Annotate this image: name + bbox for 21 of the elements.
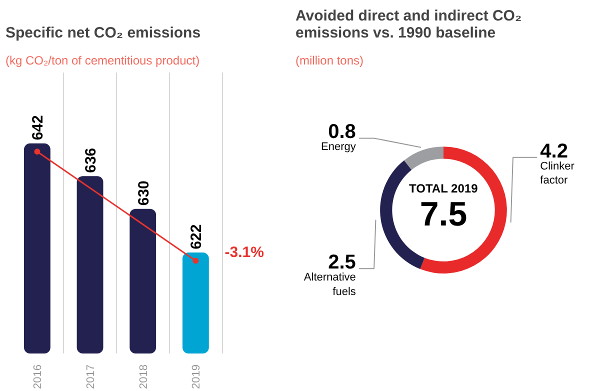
x-tick-label: 2017 — [85, 364, 98, 389]
x-tick-label: 2019 — [190, 364, 203, 389]
data-label: 4.2 — [540, 140, 568, 162]
text: TOTAL 2019 — [409, 181, 478, 196]
data-label: 622 — [188, 224, 206, 250]
annotation: -3.1% — [224, 244, 264, 262]
text: 7.5 — [420, 195, 468, 234]
data-label: 0.8 — [328, 121, 356, 144]
chart-title: Avoided direct and indirect CO₂ emissions vs. 1990 baseline — [296, 8, 522, 42]
data-label: 642 — [30, 115, 47, 140]
x-tick-label: 2018 — [138, 364, 150, 389]
x-tick-label: 2016 — [32, 364, 44, 389]
data-label: 636 — [82, 148, 100, 173]
slice-label: Clinker factor — [540, 160, 575, 187]
chart-subtitle: (kg CO₂/ton of cementitious product) — [6, 54, 200, 68]
data-label: 2.5 — [328, 252, 356, 274]
chart-title: Specific net CO₂ emissions — [6, 24, 201, 42]
slice-label: Alternative fuels — [304, 272, 356, 298]
slice-label: Energy — [321, 141, 356, 154]
chart-subtitle: (million tons) — [296, 54, 364, 68]
data-label: 630 — [135, 180, 152, 206]
